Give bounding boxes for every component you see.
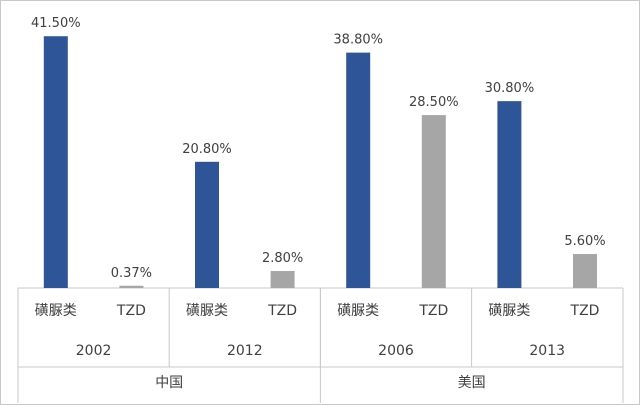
- data-label: 30.80%: [485, 81, 535, 96]
- bar-TZD-2006: [421, 115, 446, 288]
- region-label: 美国: [458, 375, 486, 391]
- bar-磺脲类-2012: [195, 161, 219, 288]
- region-label: 中国: [155, 375, 183, 391]
- data-label: 0.37%: [111, 266, 152, 281]
- year-label: 2002: [76, 343, 112, 359]
- category-label: 磺脲类: [337, 303, 379, 319]
- category-label: 磺脲类: [186, 303, 228, 319]
- category-label: 磺脲类: [35, 303, 77, 319]
- data-label: 5.60%: [564, 234, 605, 249]
- category-label: TZD: [570, 303, 600, 319]
- data-label: 28.50%: [409, 95, 459, 110]
- bar-磺脲类-2013: [497, 101, 522, 288]
- category-label: TZD: [267, 303, 297, 319]
- year-label: 2013: [529, 343, 565, 359]
- data-label: 2.80%: [262, 251, 303, 266]
- year-label: 2012: [227, 343, 263, 359]
- bar-TZD-2002: [119, 285, 144, 288]
- category-label: TZD: [418, 303, 448, 319]
- bar-TZD-2013: [573, 254, 597, 288]
- data-label: 38.80%: [333, 33, 383, 48]
- category-label: 磺脲类: [488, 303, 530, 319]
- data-label: 20.80%: [182, 142, 232, 157]
- year-label: 2006: [378, 343, 414, 359]
- data-label: 41.50%: [31, 16, 81, 31]
- bar-磺脲类-2006: [346, 52, 371, 288]
- bar-TZD-2012: [270, 271, 295, 288]
- category-label: TZD: [116, 303, 146, 319]
- bar-磺脲类-2002: [43, 36, 68, 288]
